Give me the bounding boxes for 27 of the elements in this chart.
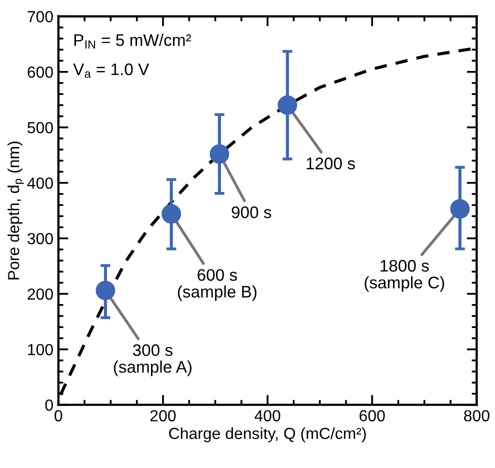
y-tick-label: 100 xyxy=(28,344,53,356)
annotation: 300 s (sample A) xyxy=(114,344,192,376)
annotation: 600 s (sample B) xyxy=(178,269,256,301)
x-tick-label: 800 xyxy=(464,410,490,422)
annotation: P$_{IN}$ = 5 mW/cm² xyxy=(74,34,192,48)
point xyxy=(162,204,182,224)
y-tick-label: 0 xyxy=(45,399,53,411)
x-tick-label: 600 xyxy=(360,410,385,422)
x-tick-label: 400 xyxy=(254,410,280,422)
y-tick-label: 500 xyxy=(28,122,53,134)
annotation: 900 s xyxy=(232,206,272,218)
y-tick-label: 700 xyxy=(28,11,53,22)
point xyxy=(210,144,230,164)
y-tick-label: 300 xyxy=(28,232,53,244)
y-axis-title: Pore depth, d$_{p}$ (nm) xyxy=(8,142,24,280)
annotation: 1800 s (sample C) xyxy=(364,260,444,292)
x-axis-title: Charge density, Q (mC/cm²) xyxy=(169,427,366,442)
point xyxy=(96,280,116,300)
y-tick-label: 600 xyxy=(28,66,53,78)
point xyxy=(278,95,298,115)
y-tick-label: 400 xyxy=(27,177,53,189)
point xyxy=(450,199,470,219)
y-tick-label: 200 xyxy=(28,288,53,300)
annotation: V$_{a}$ = 1.0 V xyxy=(73,63,150,78)
x-tick-label: 0 xyxy=(54,410,62,422)
x-tick-label: 200 xyxy=(150,410,176,422)
annotation: 1200 s xyxy=(306,158,355,170)
